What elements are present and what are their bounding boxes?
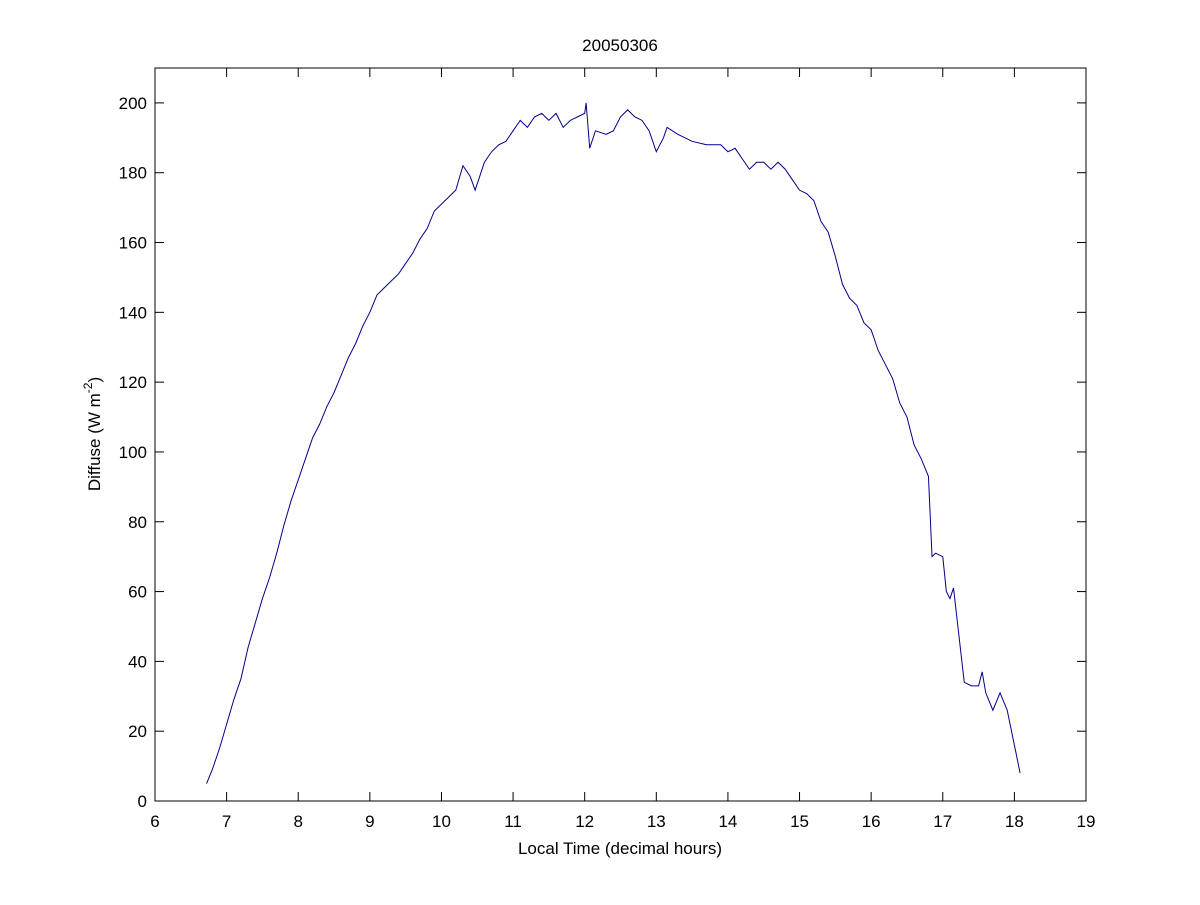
x-tick-label: 9	[365, 812, 374, 831]
x-tick-label: 19	[1077, 812, 1096, 831]
y-tick-label: 0	[138, 792, 147, 811]
axes-box	[154, 67, 1087, 802]
y-tick-label: 20	[128, 722, 147, 741]
y-tick-label: 160	[119, 234, 147, 253]
x-tick-label: 12	[575, 812, 594, 831]
y-axis-label-close: )	[85, 377, 104, 383]
chart-title: 20050306	[582, 36, 658, 55]
x-tick-label: 14	[718, 812, 737, 831]
y-tick-label: 140	[119, 303, 147, 322]
x-tick-label: 7	[222, 812, 231, 831]
y-tick-label: 200	[119, 94, 147, 113]
y-tick-label: 60	[128, 583, 147, 602]
data-line	[206, 102, 1021, 784]
y-axis-label-sup: -2	[81, 382, 95, 393]
x-tick-label: 8	[293, 812, 302, 831]
y-tick-label: 100	[119, 443, 147, 462]
x-tick-label: 13	[647, 812, 666, 831]
x-tick-label: 6	[150, 812, 159, 831]
y-tick-label: 80	[128, 513, 147, 532]
x-axis-label: Local Time (decimal hours)	[518, 839, 722, 858]
y-tick-label: 120	[119, 373, 147, 392]
x-tick-label: 17	[933, 812, 952, 831]
y-tick-label: 180	[119, 164, 147, 183]
x-tick-label: 10	[432, 812, 451, 831]
y-tick-label: 40	[128, 652, 147, 671]
x-tick-label: 11	[504, 812, 522, 831]
y-axis-label-text: Diffuse (W m	[85, 393, 104, 491]
x-tick-label: 18	[1005, 812, 1024, 831]
x-tick-label: 15	[790, 812, 809, 831]
y-axis-label: Diffuse (W m-2)	[81, 377, 104, 491]
x-tick-label: 16	[862, 812, 881, 831]
